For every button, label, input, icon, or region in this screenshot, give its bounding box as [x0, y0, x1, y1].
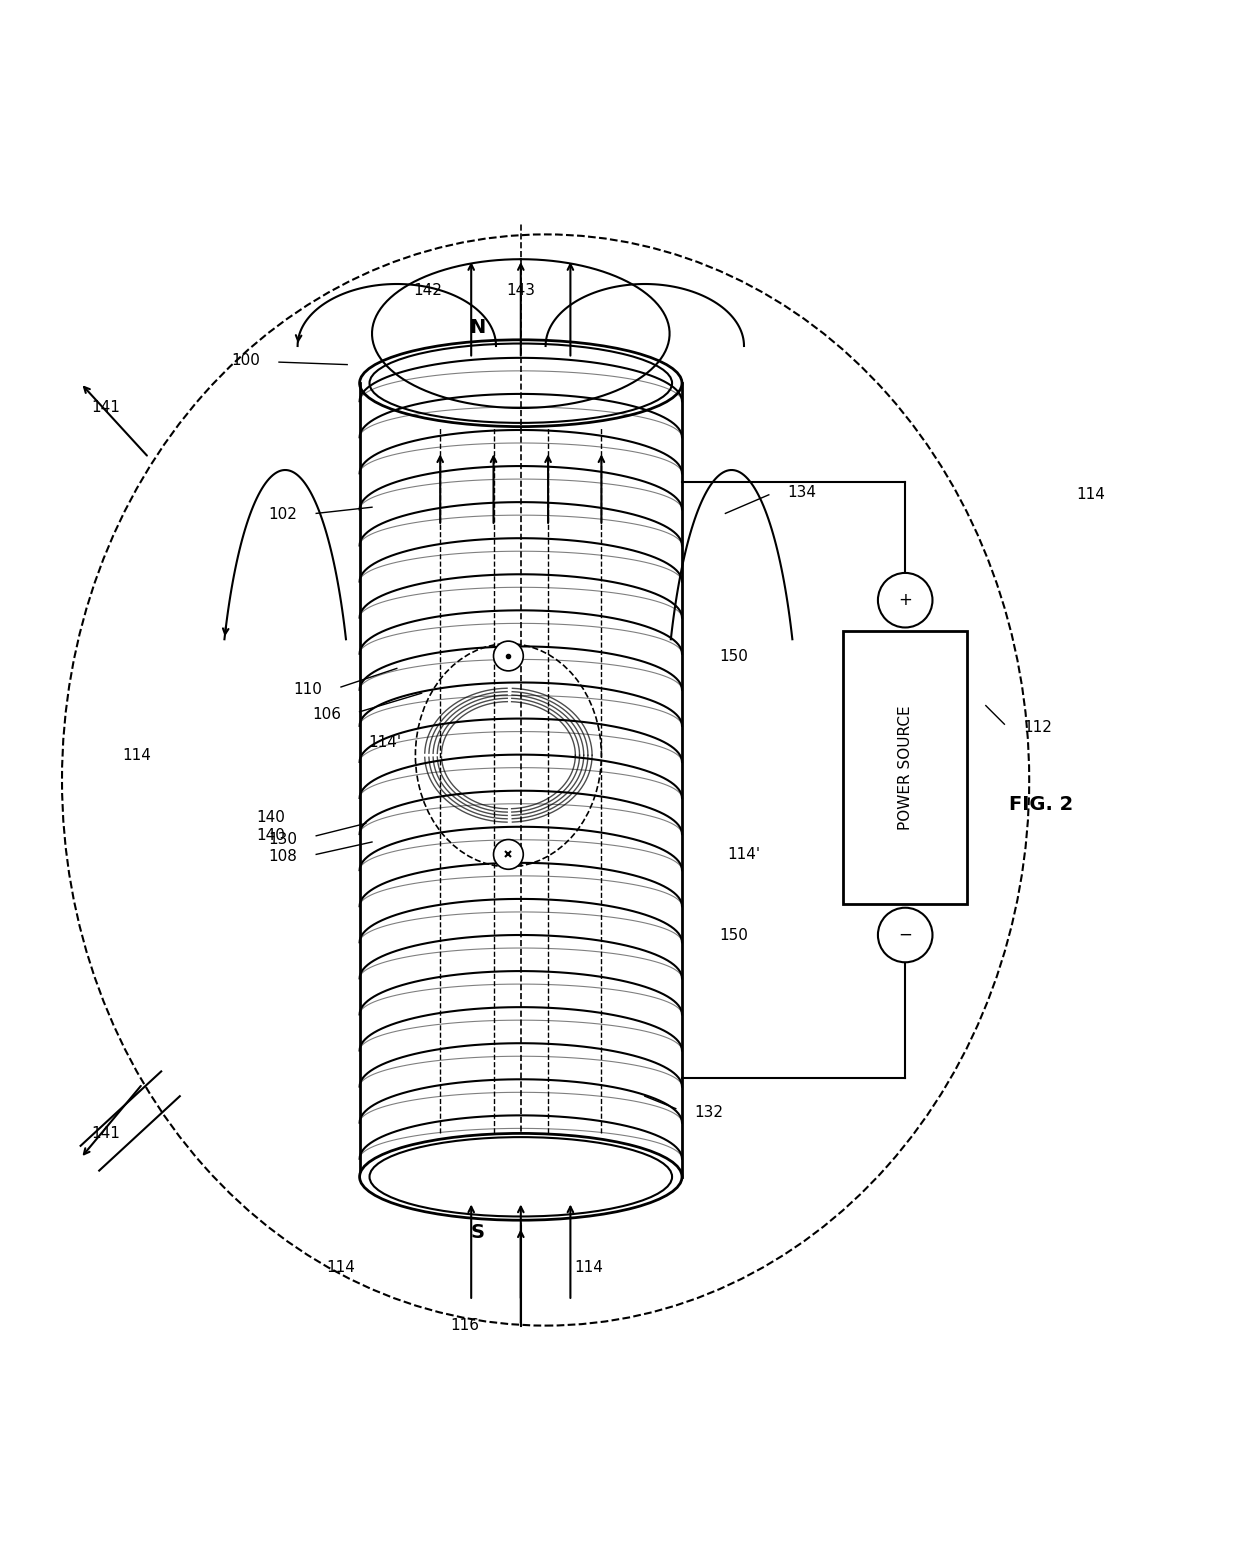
Text: 140: 140	[257, 828, 285, 844]
Text: −: −	[898, 927, 913, 944]
Text: 100: 100	[232, 354, 260, 368]
Text: 114: 114	[122, 747, 151, 763]
Text: 102: 102	[269, 507, 298, 523]
Text: 134: 134	[787, 485, 816, 499]
Text: 141: 141	[91, 401, 120, 415]
Text: 114: 114	[1076, 487, 1106, 502]
Ellipse shape	[360, 1134, 682, 1220]
Text: 140: 140	[257, 810, 285, 825]
Text: 114: 114	[574, 1260, 604, 1275]
Text: 130: 130	[269, 831, 298, 847]
FancyBboxPatch shape	[843, 632, 967, 903]
Text: 142: 142	[413, 282, 443, 298]
Text: S: S	[470, 1223, 485, 1242]
Text: 112: 112	[1023, 721, 1052, 735]
Text: FIG. 2: FIG. 2	[1009, 796, 1074, 814]
Text: 150: 150	[719, 928, 748, 942]
Text: 110: 110	[294, 682, 322, 697]
Circle shape	[878, 573, 932, 627]
Text: 143: 143	[506, 282, 536, 298]
Text: 106: 106	[312, 707, 341, 722]
Text: 150: 150	[719, 649, 748, 663]
Text: POWER SOURCE: POWER SOURCE	[898, 705, 913, 830]
Text: +: +	[898, 591, 913, 610]
Circle shape	[878, 908, 932, 963]
Text: 114: 114	[326, 1260, 356, 1275]
Text: N: N	[469, 318, 486, 337]
Text: 114': 114'	[728, 847, 760, 861]
Text: 114': 114'	[368, 735, 401, 750]
Text: 108: 108	[269, 849, 298, 864]
Text: 116: 116	[450, 1318, 480, 1334]
Circle shape	[494, 641, 523, 671]
Text: 132: 132	[694, 1104, 723, 1120]
Text: 141: 141	[91, 1126, 120, 1140]
Circle shape	[494, 839, 523, 869]
